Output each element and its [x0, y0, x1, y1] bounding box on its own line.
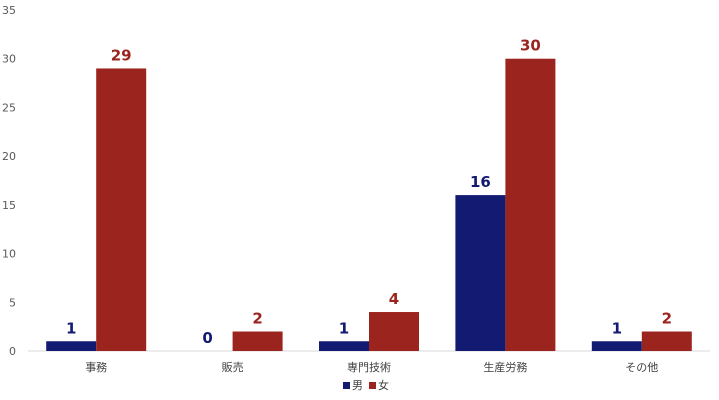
x-tick-label: 生産労務: [483, 360, 527, 374]
data-label: 2: [662, 310, 672, 328]
legend: 男女: [343, 378, 389, 392]
bar: [505, 58, 556, 351]
y-tick-label: 15: [2, 199, 16, 212]
bar: [46, 341, 97, 351]
bar: [232, 331, 283, 351]
legend-label: 女: [378, 378, 389, 392]
bar: [96, 68, 147, 351]
y-axis: 0 5 10 15 20 25 30 35: [2, 4, 16, 358]
y-tick-label: 20: [2, 150, 16, 163]
data-label: 2: [252, 310, 262, 328]
data-label: 30: [520, 37, 541, 55]
bar: [369, 312, 419, 351]
x-tick-label: 事務: [85, 360, 107, 374]
y-tick-label: 5: [9, 296, 16, 309]
bars: [46, 58, 692, 351]
data-labels: 1 29 0 2 1 4 16 30 1 2: [66, 37, 672, 347]
legend-swatch: [343, 382, 350, 389]
bar: [591, 341, 642, 351]
data-label: 4: [389, 290, 399, 308]
x-tick-label: 販売: [222, 361, 244, 374]
bar: [641, 331, 692, 351]
data-label: 16: [470, 173, 491, 191]
bar: [319, 341, 369, 351]
x-tick-label: 専門技術: [347, 361, 391, 374]
data-label: 1: [339, 319, 349, 337]
y-tick-label: 30: [2, 53, 16, 66]
y-tick-label: 10: [2, 248, 16, 261]
data-label: 1: [66, 319, 76, 337]
data-label: 29: [111, 46, 132, 64]
y-tick-label: 25: [2, 101, 16, 114]
data-label: 1: [612, 319, 622, 337]
data-label: 0: [202, 329, 212, 347]
x-tick-label: その他: [625, 361, 658, 374]
y-tick-label: 35: [2, 4, 16, 17]
legend-swatch: [369, 382, 376, 389]
bar: [455, 195, 506, 351]
x-axis: 事務 販売 専門技術 生産労務 その他: [85, 360, 658, 374]
y-tick-label: 0: [9, 345, 16, 358]
legend-label: 男: [352, 379, 363, 392]
